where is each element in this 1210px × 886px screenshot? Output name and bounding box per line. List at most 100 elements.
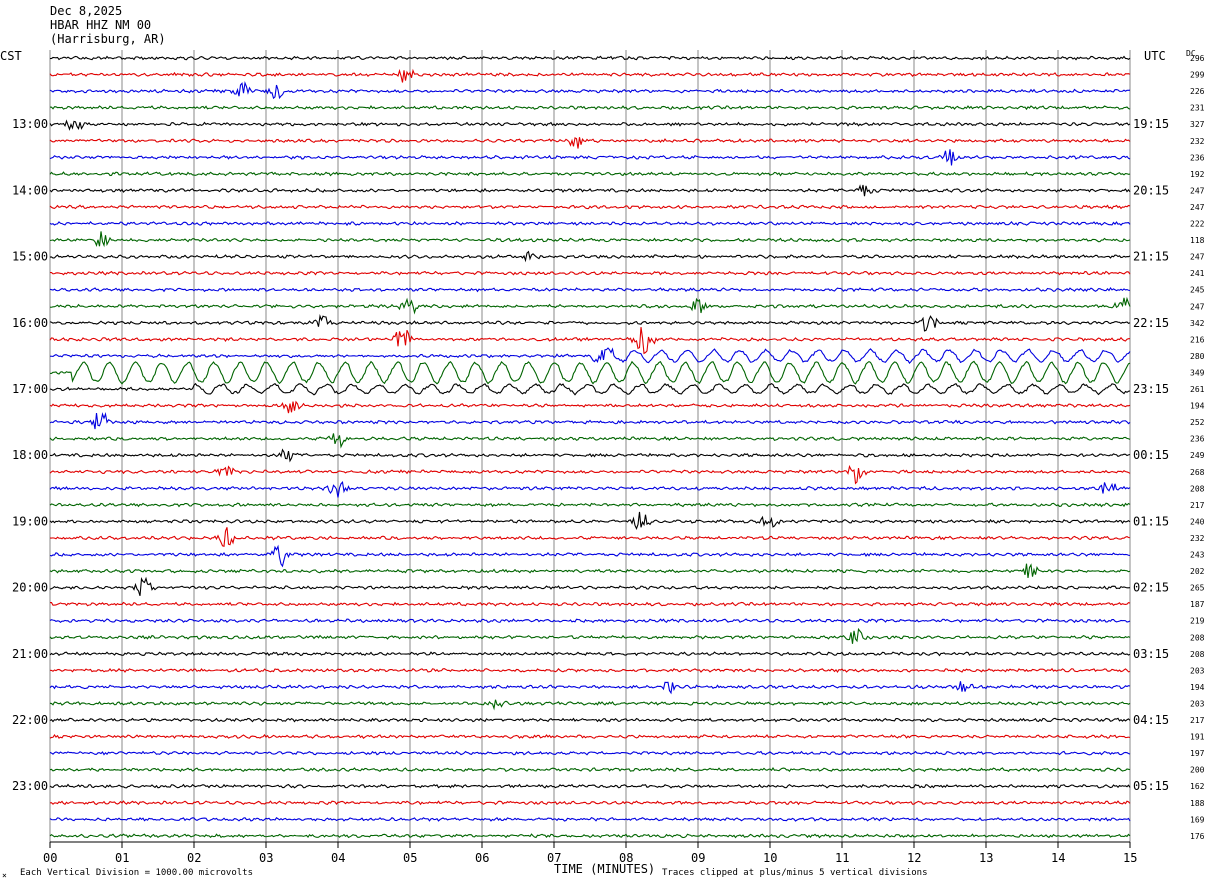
header-location: (Harrisburg, AR) [50,32,166,46]
x-axis-label: TIME (MINUTES) [554,862,655,876]
seismic-trace [49,55,1131,61]
x-tick-label: 05 [403,851,417,865]
seismic-trace [49,296,1131,315]
seismic-trace [49,220,1131,227]
dc-value: 219 [1190,617,1205,626]
x-tick-label: 01 [115,851,129,865]
seismic-trace [49,119,1131,131]
dc-value: 200 [1190,766,1205,775]
dc-value: 247 [1190,302,1205,311]
x-tick-label: 08 [619,851,633,865]
utc-hour-label: 22:15 [1133,316,1169,330]
seismic-trace [49,576,1131,597]
trace-layer [49,55,1131,839]
x-tick-label: 14 [1051,851,1065,865]
seismic-trace [49,717,1131,723]
seismic-trace [49,412,1131,430]
corner-mark: × [2,871,7,880]
dc-value: 299 [1190,71,1205,80]
dc-value: 247 [1190,186,1205,195]
seismic-trace [49,250,1131,263]
dc-value: 268 [1190,468,1205,477]
dc-value: 194 [1190,683,1205,692]
seismic-trace [49,231,1131,248]
dc-value: 162 [1190,782,1205,791]
utc-hour-label: 01:15 [1133,514,1169,528]
dc-value: 252 [1190,418,1205,427]
dc-value: 232 [1190,137,1205,146]
utc-hour-label: 02:15 [1133,581,1169,595]
dc-header: DC [1186,49,1196,58]
cst-hour-label: 19:00 [12,514,48,528]
cst-hour-label: 23:00 [12,779,48,793]
x-tick-label: 07 [547,851,561,865]
x-tick-label: 04 [331,851,345,865]
seismic-trace [49,800,1131,806]
utc-hour-label: 00:15 [1133,448,1169,462]
seismic-trace [49,313,1131,332]
dc-value: 247 [1190,203,1205,212]
dc-value: 176 [1190,832,1205,841]
dc-value: 342 [1190,319,1205,328]
x-tick-label: 00 [43,851,57,865]
dc-value: 194 [1190,402,1205,411]
dc-value: 197 [1190,749,1205,758]
seismic-trace [49,171,1131,177]
x-tick-label: 06 [475,851,489,865]
dc-value: 296 [1190,54,1205,63]
seismic-trace [49,733,1131,739]
seismic-trace [49,601,1131,607]
seismic-trace [49,667,1131,673]
seismic-trace [49,527,1131,547]
seismic-trace [49,699,1131,711]
utc-hour-label: 05:15 [1133,779,1169,793]
cst-hour-label: 18:00 [12,448,48,462]
dc-value: 236 [1190,435,1205,444]
dc-value: 265 [1190,584,1205,593]
grid-layer [49,50,1131,848]
header-date: Dec 8,2025 [50,4,123,18]
dc-value: 240 [1190,517,1205,526]
seismic-trace [49,750,1131,756]
x-tick-label: 15 [1123,851,1137,865]
seismic-trace [49,204,1131,210]
dc-value: 261 [1190,385,1205,394]
seismic-trace [49,270,1131,276]
x-tick-label: 13 [979,851,993,865]
dc-value: 203 [1190,699,1205,708]
dc-value: 208 [1190,633,1205,642]
dc-value: 203 [1190,666,1205,675]
seismic-trace [49,68,1131,83]
cst-hour-label: 21:00 [12,647,48,661]
utc-hour-label: 19:15 [1133,117,1169,131]
dc-value: 191 [1190,733,1205,742]
cst-label: CST [0,49,22,63]
seismic-trace [49,105,1131,111]
dc-value: 236 [1190,153,1205,162]
dc-value: 249 [1190,451,1205,460]
seismic-trace [49,816,1131,822]
clip-note: Traces clipped at plus/minus 5 vertical … [662,868,928,878]
seismic-trace [49,544,1131,568]
seismic-trace [49,464,1131,485]
seismic-trace [49,502,1131,508]
dc-value: 232 [1190,534,1205,543]
dc-value: 247 [1190,253,1205,262]
utc-label: UTC [1144,49,1166,63]
dc-value: 327 [1190,120,1205,129]
dc-value: 226 [1190,87,1205,96]
dc-value: 222 [1190,220,1205,229]
x-tick-label: 02 [187,851,201,865]
seismic-trace [49,448,1131,463]
dc-value: 208 [1190,484,1205,493]
seismic-trace [49,618,1131,624]
cst-hour-label: 17:00 [12,382,48,396]
utc-hour-label: 23:15 [1133,382,1169,396]
seismic-trace [49,563,1131,578]
dc-value: 241 [1190,269,1205,278]
seismic-trace [49,184,1131,197]
dc-value: 349 [1190,368,1205,377]
cst-hour-label: 16:00 [12,316,48,330]
seismic-trace [49,433,1131,449]
